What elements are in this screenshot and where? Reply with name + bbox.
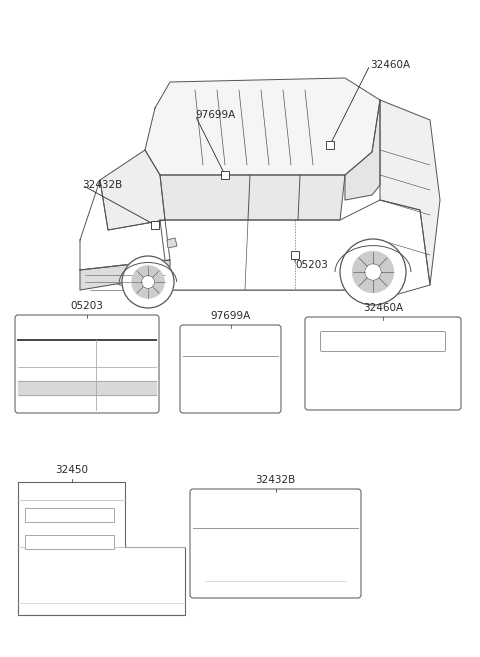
Polygon shape (80, 180, 170, 270)
Circle shape (365, 263, 381, 281)
Bar (221, 171, 229, 179)
Bar (326, 141, 334, 149)
Text: 32432B: 32432B (82, 180, 122, 190)
Polygon shape (80, 260, 170, 290)
Circle shape (132, 266, 164, 298)
Circle shape (352, 252, 394, 292)
Bar (291, 251, 299, 259)
Polygon shape (345, 100, 380, 200)
Bar (25, 508, 114, 522)
FancyBboxPatch shape (190, 489, 361, 598)
FancyBboxPatch shape (305, 317, 461, 410)
Polygon shape (18, 380, 156, 395)
Text: 32432B: 32432B (255, 475, 296, 485)
FancyBboxPatch shape (321, 332, 445, 351)
Polygon shape (100, 150, 165, 230)
Polygon shape (380, 100, 440, 285)
Polygon shape (160, 175, 345, 220)
FancyBboxPatch shape (180, 325, 281, 413)
Text: 32450: 32450 (55, 465, 88, 475)
Circle shape (122, 256, 174, 308)
Polygon shape (167, 238, 177, 248)
FancyBboxPatch shape (15, 315, 159, 413)
Text: 05203: 05203 (295, 260, 328, 270)
Bar (25, 535, 114, 549)
Circle shape (142, 275, 155, 288)
Text: 32460A: 32460A (370, 60, 410, 70)
Text: 32460A: 32460A (363, 303, 403, 313)
Text: 97699A: 97699A (210, 311, 251, 321)
Polygon shape (18, 482, 185, 615)
Bar (151, 221, 159, 229)
Polygon shape (80, 200, 430, 295)
Polygon shape (145, 78, 380, 175)
Text: 97699A: 97699A (195, 110, 235, 120)
Circle shape (340, 239, 406, 305)
Text: 05203: 05203 (71, 301, 103, 311)
